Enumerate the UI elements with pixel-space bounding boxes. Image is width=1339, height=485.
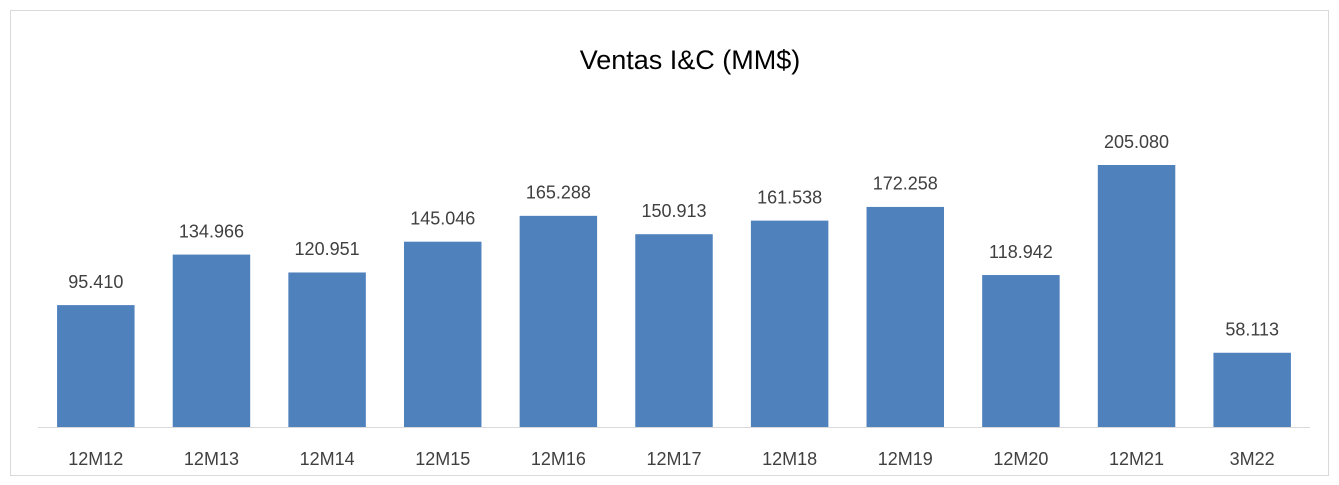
bar xyxy=(172,254,251,427)
bar xyxy=(403,241,482,427)
data-label: 150.913 xyxy=(641,201,706,221)
data-label: 165.288 xyxy=(526,183,591,203)
data-label: 172.258 xyxy=(873,174,938,194)
bar xyxy=(982,275,1060,427)
data-label: 118.942 xyxy=(989,242,1053,262)
bar xyxy=(635,234,713,427)
data-label: 145.046 xyxy=(410,208,475,228)
x-tick-label: 3M22 xyxy=(1230,449,1275,469)
x-tick-label: 12M17 xyxy=(646,449,701,469)
bar xyxy=(519,215,598,427)
bar xyxy=(866,206,945,427)
x-tick-label: 12M16 xyxy=(531,449,586,469)
x-tick-label: 12M12 xyxy=(68,449,123,469)
x-tick-label: 12M20 xyxy=(993,449,1048,469)
bar xyxy=(57,305,135,427)
bar xyxy=(288,272,366,427)
x-tick-label: 12M19 xyxy=(878,449,933,469)
x-tick-label: 12M15 xyxy=(415,449,470,469)
x-tick-label: 12M13 xyxy=(184,449,239,469)
bar xyxy=(1213,352,1291,427)
bar xyxy=(1097,165,1176,427)
chart-title: Ventas I&C (MM$) xyxy=(580,45,801,75)
x-tick-label: 12M18 xyxy=(762,449,817,469)
data-label: 161.538 xyxy=(757,187,822,207)
data-label: 134.966 xyxy=(179,221,244,241)
bar xyxy=(750,220,829,427)
x-tick-label: 12M21 xyxy=(1109,449,1164,469)
data-label: 58.113 xyxy=(1225,320,1279,340)
data-label: 205.080 xyxy=(1104,132,1169,152)
data-label: 95.410 xyxy=(68,272,123,292)
data-label: 120.951 xyxy=(295,239,360,259)
x-tick-label: 12M14 xyxy=(300,449,355,469)
